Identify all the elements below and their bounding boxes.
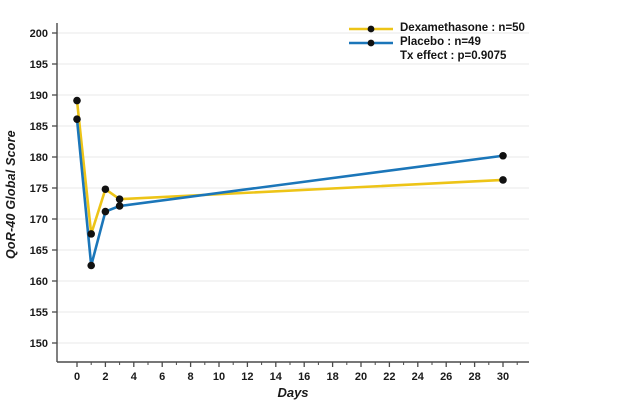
legend-item-dexamethasone: Dexamethasone : n=50: [348, 22, 525, 35]
series-line-dexamethasone: [75, 99, 505, 236]
y-tick-label: 150: [30, 338, 48, 350]
y-tick-label: 165: [30, 245, 48, 257]
x-tick-label: 6: [159, 371, 165, 383]
x-tick-label: 10: [213, 371, 225, 383]
data-point: [499, 176, 507, 184]
x-tick-label: 16: [298, 371, 310, 383]
data-point: [101, 185, 110, 194]
x-tick-label: 20: [355, 371, 367, 383]
x-tick-label: 0: [74, 371, 80, 383]
legend-item-placebo: Placebo : n=49: [348, 36, 525, 49]
y-tick-label: 195: [30, 59, 48, 71]
x-tick-label: 12: [241, 371, 253, 383]
x-tick-label: 22: [383, 371, 395, 383]
legend-label-dexamethasone: Dexamethasone : n=50: [400, 22, 525, 34]
x-tick-label: 24: [412, 371, 425, 383]
data-point: [101, 207, 110, 216]
legend-item-tx-effect: Tx effect : p=0.9075: [348, 50, 525, 63]
legend-swatch-placebo-icon: [349, 39, 393, 46]
x-axis-title: Days: [277, 385, 309, 400]
data-point: [87, 230, 95, 238]
data-point: [115, 202, 124, 210]
data-point: [115, 195, 124, 203]
data-point: [73, 115, 81, 123]
data-point: [87, 261, 95, 270]
y-tick-label: 155: [30, 307, 48, 319]
data-point: [73, 96, 81, 105]
x-tick-label: 30: [497, 371, 509, 383]
y-tick-label: 180: [30, 152, 48, 164]
legend-swatch-dexamethasone-icon: [349, 25, 393, 32]
x-tick-label: 2: [102, 371, 108, 383]
tx-effect-annotation: Tx effect : p=0.9075: [400, 50, 507, 62]
y-tick-label: 160: [30, 276, 48, 288]
x-tick-label: 14: [270, 371, 283, 383]
y-tick-label: 185: [30, 121, 48, 133]
x-tick-label: 28: [468, 371, 480, 383]
y-tick-label: 190: [30, 90, 48, 102]
legend: Dexamethasone : n=50 Placebo : n=49 Tx e…: [348, 22, 525, 63]
legend-label-placebo: Placebo : n=49: [400, 36, 481, 48]
x-tick-label: 4: [131, 371, 138, 383]
y-tick-label: 170: [30, 214, 48, 226]
x-tick-label: 8: [188, 371, 194, 383]
y-axis-title: QoR-40 Global Score: [4, 130, 18, 260]
data-point: [499, 151, 507, 160]
y-tick-label: 175: [30, 183, 48, 195]
x-tick-label: 26: [440, 371, 452, 383]
x-tick-label: 18: [326, 371, 338, 383]
y-tick-label: 200: [30, 28, 48, 40]
series-line-placebo: [75, 117, 505, 267]
